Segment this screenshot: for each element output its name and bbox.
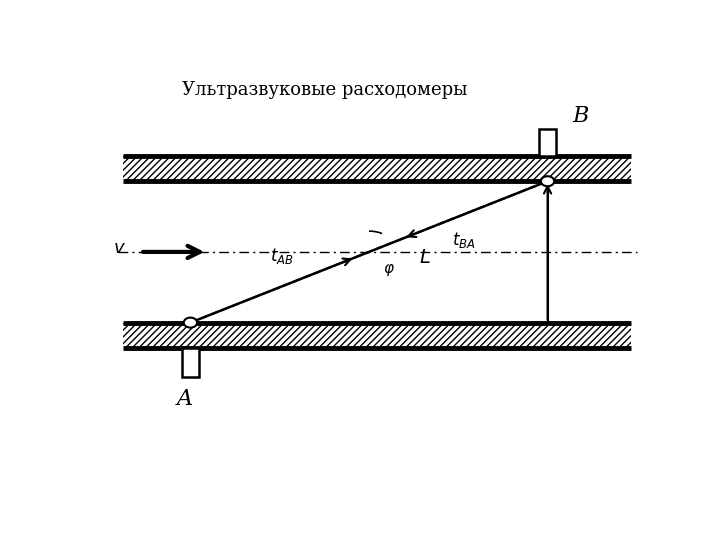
Text: $\varphi$: $\varphi$ bbox=[383, 262, 395, 278]
Circle shape bbox=[541, 176, 554, 186]
Text: $t_{BA}$: $t_{BA}$ bbox=[452, 230, 476, 250]
Bar bbox=[181, 348, 199, 377]
Text: $v$: $v$ bbox=[113, 239, 126, 256]
Bar bbox=[124, 156, 631, 181]
Text: $t_{AB}$: $t_{AB}$ bbox=[270, 246, 294, 266]
Bar bbox=[539, 129, 557, 156]
Text: $L$: $L$ bbox=[419, 249, 431, 267]
Circle shape bbox=[184, 318, 197, 328]
Bar bbox=[124, 322, 631, 348]
Text: B: B bbox=[572, 105, 589, 127]
Text: A: A bbox=[177, 388, 193, 410]
Text: Ультразвуковые расходомеры: Ультразвуковые расходомеры bbox=[181, 82, 467, 99]
